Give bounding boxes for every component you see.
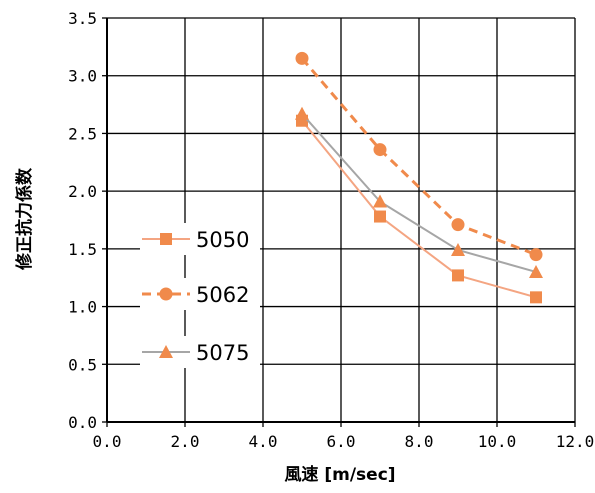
data-point-5050	[530, 291, 542, 304]
x-tick-label: 0.0	[93, 432, 122, 451]
series-line-5062	[300, 57, 537, 257]
x-tick-label: 4.0	[249, 432, 278, 451]
legend-label: 5075	[196, 341, 249, 365]
legend-marker-5062	[159, 287, 173, 301]
data-point-5050	[452, 269, 464, 282]
legend: 5050 5062 5075	[140, 223, 260, 368]
y-tick-label: 3.5	[68, 9, 97, 28]
ticks: 0.0 2.0 4.0 6.0 8.0 10.0 12.0 0.0 0.5 1.0 1.5 2.0 2.…	[68, 9, 594, 451]
y-tick-label: 1.0	[68, 298, 97, 317]
series-line-5075	[301, 113, 537, 273]
legend-entry-5075: 5075	[140, 336, 260, 368]
data-point-5075	[295, 106, 309, 120]
legend-label: 5062	[196, 283, 249, 307]
data-point-5062	[373, 143, 387, 157]
legend-entry-5050: 5050	[140, 223, 260, 255]
x-tick-label: 12.0	[556, 432, 595, 451]
series-layer	[295, 51, 543, 304]
y-tick-label: 0.5	[68, 355, 97, 374]
y-tick-label: 2.5	[68, 124, 97, 143]
series-5062	[295, 51, 543, 262]
data-point-5062	[529, 248, 543, 262]
data-point-5075	[529, 264, 543, 278]
data-point-5075	[451, 243, 465, 257]
y-tick-label: 3.0	[68, 67, 97, 86]
data-point-5050	[374, 210, 386, 223]
data-point-5075	[373, 194, 387, 208]
series-line-5050	[301, 120, 537, 299]
y-axis-title: 修正抗力係数	[14, 167, 35, 271]
legend-label: 5050	[196, 228, 249, 252]
x-tick-label: 6.0	[327, 432, 356, 451]
y-tick-label: 0.0	[68, 413, 97, 432]
y-tick-label: 1.5	[68, 240, 97, 259]
legend-marker-5050	[160, 233, 172, 245]
data-point-5062	[295, 51, 309, 65]
x-axis-title: 風速 [m/sec]	[284, 464, 395, 485]
legend-marker-5075	[159, 345, 173, 358]
x-tick-label: 2.0	[171, 432, 200, 451]
x-tick-label: 8.0	[405, 432, 434, 451]
data-point-5062	[451, 218, 465, 232]
y-tick-label: 2.0	[68, 182, 97, 201]
legend-entry-5062: 5062	[140, 278, 260, 310]
series-5075	[295, 106, 543, 278]
x-tick-label: 10.0	[478, 432, 517, 451]
